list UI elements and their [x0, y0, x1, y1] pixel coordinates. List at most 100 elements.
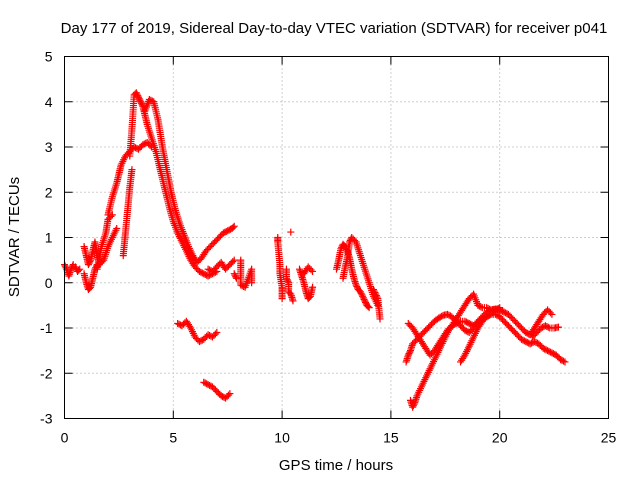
x-tick-label: 20: [492, 430, 508, 446]
data-point: [211, 330, 219, 338]
data-point: [546, 309, 554, 317]
data-point: [75, 266, 83, 274]
data-point: [496, 306, 504, 314]
data-point: [372, 292, 380, 300]
data-point: [229, 258, 237, 266]
data-point: [305, 293, 313, 301]
data-point: [86, 284, 94, 292]
data-point: [289, 297, 297, 305]
data-point: [287, 228, 295, 236]
data-point: [248, 279, 256, 287]
data-point: [213, 329, 221, 337]
data-point: [406, 348, 414, 356]
data-point: [460, 353, 468, 361]
data-point: [230, 270, 238, 278]
data-point: [369, 286, 377, 294]
data-point: [85, 259, 93, 267]
data-point: [405, 350, 413, 358]
x-tick-label: 10: [274, 430, 290, 446]
data-point: [365, 304, 373, 312]
data-point: [307, 266, 315, 274]
data-point: [373, 293, 381, 301]
data-point: [230, 256, 238, 264]
data-point: [309, 283, 317, 291]
data-point: [370, 287, 378, 295]
data-point: [346, 238, 354, 246]
data-point: [544, 323, 552, 331]
data-point: [186, 322, 194, 330]
data-point: [61, 262, 69, 270]
data-point: [134, 92, 142, 100]
grid: [64, 56, 609, 419]
data-point: [376, 315, 384, 323]
data-point: [353, 283, 361, 291]
data-point: [137, 98, 145, 106]
y-tick-label: 4: [45, 94, 53, 110]
y-tick-label: 1: [45, 230, 53, 246]
data-point: [232, 274, 240, 282]
data-point: [477, 303, 485, 311]
data-point: [561, 358, 569, 366]
data-point: [71, 263, 79, 271]
data-point: [359, 292, 367, 300]
data-point: [132, 89, 140, 97]
data-point: [282, 274, 290, 282]
data-point: [128, 166, 136, 174]
data-point: [410, 400, 418, 408]
chart-title: Day 177 of 2019, Sidereal Day-to-day VTE…: [61, 20, 608, 37]
data-point: [409, 402, 417, 410]
x-tick-label: 15: [383, 430, 399, 446]
data-point: [278, 295, 286, 303]
y-tick-label: 3: [45, 139, 53, 155]
data-point: [76, 265, 84, 273]
data-point: [84, 261, 92, 269]
data-point: [133, 90, 141, 98]
y-tick-label: -3: [40, 411, 53, 427]
data-point: [362, 298, 370, 306]
data-point: [409, 403, 417, 411]
data-point: [137, 99, 145, 107]
data-point: [486, 305, 494, 313]
data-points: [61, 89, 569, 411]
y-tick-label: -2: [40, 365, 53, 381]
data-point: [136, 96, 144, 104]
data-point: [68, 264, 76, 272]
data-point: [352, 281, 360, 289]
data-point: [226, 390, 234, 398]
data-point: [134, 93, 142, 101]
data-point: [284, 277, 292, 285]
data-point: [135, 95, 143, 103]
data-point: [86, 258, 94, 266]
x-tick-label: 5: [169, 430, 177, 446]
axis-ticks: [64, 56, 609, 419]
x-tick-label: 25: [601, 430, 617, 446]
data-point: [486, 311, 494, 319]
data-point: [560, 357, 568, 365]
data-point: [309, 267, 317, 275]
y-tick-label: 5: [45, 49, 53, 65]
data-point: [67, 265, 75, 273]
y-tick-label: 0: [45, 275, 53, 291]
data-point: [361, 297, 369, 305]
data-point: [404, 351, 412, 359]
data-point: [554, 323, 562, 331]
y-axis-label: SDTVAR / TECUs: [6, 177, 23, 297]
data-point: [230, 222, 238, 230]
data-point: [113, 224, 121, 232]
data-point: [358, 291, 366, 299]
data-point: [229, 223, 237, 231]
data-point: [372, 290, 380, 298]
data-point: [360, 295, 368, 303]
data-point: [364, 303, 372, 311]
y-tick-label: 2: [45, 184, 53, 200]
y-tick-label: -1: [40, 320, 53, 336]
data-point: [357, 289, 365, 297]
data-point: [356, 288, 364, 296]
x-axis-label: GPS time / hours: [279, 457, 393, 474]
data-point: [337, 245, 345, 253]
x-tick-label: 0: [61, 430, 69, 446]
data-point: [283, 276, 291, 284]
data-point: [371, 289, 379, 297]
data-point: [548, 310, 556, 318]
